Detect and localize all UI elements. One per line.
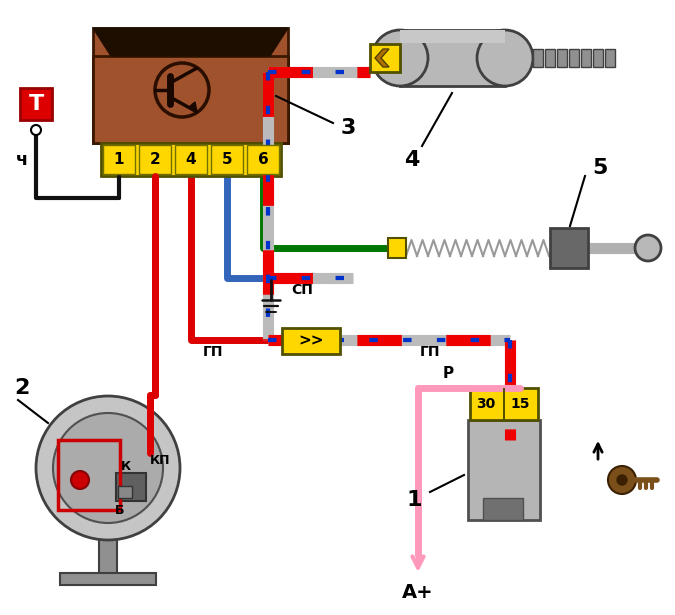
Bar [175, 145, 207, 174]
Bar [282, 328, 340, 354]
Text: Р: Р [442, 365, 454, 381]
Circle shape [71, 471, 89, 489]
Bar [483, 498, 523, 520]
Circle shape [617, 475, 627, 485]
Bar [58, 440, 120, 510]
Circle shape [477, 30, 533, 86]
Circle shape [31, 125, 41, 135]
Bar [593, 49, 603, 67]
Text: 1: 1 [406, 490, 422, 510]
Text: 5: 5 [221, 151, 232, 167]
Text: 2: 2 [150, 151, 161, 167]
Circle shape [155, 63, 209, 117]
Text: 15: 15 [510, 397, 530, 411]
Text: СП: СП [291, 283, 313, 297]
Bar [545, 49, 555, 67]
Text: 2: 2 [14, 378, 30, 398]
Bar [470, 388, 538, 420]
Bar [550, 228, 588, 268]
Bar [370, 44, 400, 72]
Text: 4: 4 [186, 151, 196, 167]
Text: ГП: ГП [202, 345, 223, 359]
Circle shape [608, 466, 636, 494]
Text: К: К [121, 459, 131, 472]
Text: 5: 5 [593, 158, 608, 178]
Text: 4: 4 [404, 150, 420, 170]
Bar [60, 573, 156, 585]
Bar [139, 145, 171, 174]
Circle shape [635, 235, 661, 261]
Bar [118, 486, 132, 498]
Bar [388, 238, 406, 258]
Bar [400, 30, 505, 86]
Bar [99, 530, 117, 580]
Text: 30: 30 [477, 397, 495, 411]
Bar [557, 49, 567, 67]
Bar [569, 49, 579, 67]
Text: КП: КП [150, 453, 170, 467]
Text: 6: 6 [258, 151, 269, 167]
Bar [93, 56, 288, 143]
Circle shape [36, 396, 180, 540]
Bar [581, 49, 591, 67]
Bar [468, 420, 540, 520]
Text: 1: 1 [114, 151, 124, 167]
Polygon shape [93, 28, 288, 56]
Bar [211, 145, 243, 174]
Bar [247, 145, 279, 174]
Text: А+: А+ [402, 582, 434, 601]
Bar [20, 88, 52, 120]
Bar [533, 49, 543, 67]
Circle shape [372, 30, 428, 86]
Bar [93, 28, 288, 143]
Text: >>: >> [298, 333, 324, 349]
Circle shape [53, 413, 163, 523]
Bar [605, 49, 615, 67]
Text: ч: ч [16, 151, 28, 169]
Text: Т: Т [28, 94, 44, 114]
Text: Б: Б [115, 504, 125, 517]
Bar [116, 473, 146, 501]
Polygon shape [375, 49, 389, 67]
Bar [103, 145, 135, 174]
Polygon shape [189, 102, 197, 112]
Text: 3: 3 [340, 118, 356, 138]
Bar [503, 388, 505, 420]
Text: ГП: ГП [420, 345, 440, 359]
Bar [101, 143, 281, 176]
Bar [400, 30, 505, 43]
